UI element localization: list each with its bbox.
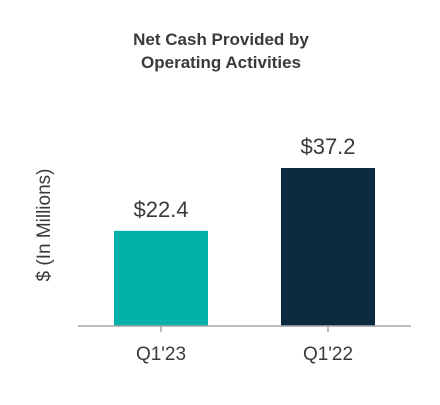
bar-1	[281, 168, 375, 326]
bar-0	[114, 230, 208, 326]
chart-title-line-1: Net Cash Provided by	[133, 30, 309, 49]
value-labels: $22.4 $37.2	[133, 134, 355, 222]
y-axis-label: $ (In Millions)	[34, 169, 55, 282]
value-label-1: $37.2	[300, 134, 355, 159]
chart-title-line-2: Operating Activities	[141, 53, 301, 72]
x-axis-tick-labels: Q1'23 Q1'22	[136, 344, 353, 365]
value-label-0: $22.4	[133, 197, 188, 222]
x-axis-ticks	[160, 326, 329, 332]
x-tick-label-0: Q1'23	[136, 344, 186, 365]
x-tick-label-1: Q1'22	[303, 344, 353, 365]
chart-title: Net Cash Provided by Operating Activitie…	[133, 30, 309, 72]
bars	[114, 168, 375, 326]
